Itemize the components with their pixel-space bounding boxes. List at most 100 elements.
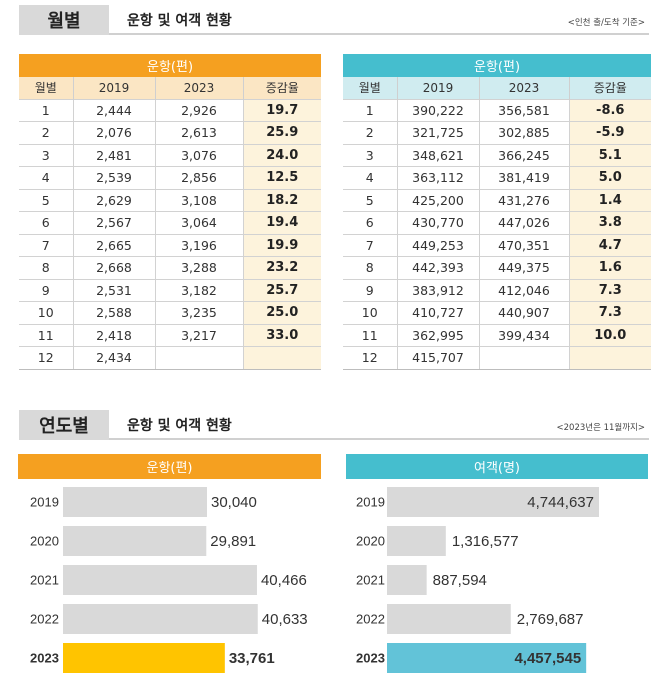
cell-change-rate: 25.0: [242, 301, 322, 324]
value-label: 40,633: [262, 611, 308, 628]
category-label: 2023: [356, 651, 385, 666]
cell-change-rate: 7.3: [568, 301, 652, 324]
cell-2019: 2,481: [72, 143, 155, 167]
table-row: 5 425,200 431,276 1.4: [343, 188, 652, 212]
table-row: 8 2,668 3,288 23.2: [19, 256, 322, 279]
bar: [63, 526, 207, 556]
cell-2019: 2,418: [72, 323, 155, 347]
monthly-section-title: 운항 및 여객 현황: [127, 13, 232, 29]
cell-2019: 415,707: [396, 346, 479, 370]
cell-month: 8: [343, 256, 397, 279]
cell-2019: 390,222: [396, 98, 479, 122]
cell-2019: 2,539: [72, 166, 155, 189]
column-header-change-rate: 증감율: [568, 77, 652, 99]
column-header-change-rate: 증감율: [242, 77, 322, 99]
cell-change-rate: 5.0: [568, 166, 652, 189]
column-header-2023: 2023: [478, 77, 569, 99]
cell-month: 12: [19, 346, 73, 370]
category-label: 2021: [356, 573, 385, 588]
category-label: 2019: [30, 495, 59, 510]
cell-2023: 447,026: [478, 211, 569, 234]
cell-2023: 431,276: [478, 188, 569, 212]
yearly-section-header: 연도별 운항 및 여객 현황 <2023년은 11월까지>: [19, 410, 649, 440]
cell-2019: 2,531: [72, 278, 155, 302]
cell-2019: 348,621: [396, 143, 479, 167]
cell-month: 2: [19, 121, 73, 144]
cell-2023: 3,217: [154, 323, 243, 347]
cell-month: 11: [19, 323, 73, 347]
value-label: 4,744,637: [527, 494, 594, 511]
value-label: 2,769,687: [517, 611, 584, 628]
cell-2023: 399,434: [478, 323, 569, 347]
column-header-2019: 2019: [72, 77, 155, 99]
cell-2023: [478, 346, 569, 370]
cell-2023: [154, 346, 243, 370]
cell-change-rate: 19.7: [242, 98, 322, 122]
table-row: 7 449,253 470,351 4.7: [343, 233, 652, 257]
cell-month: 12: [343, 346, 397, 370]
bar: [63, 565, 257, 595]
cell-month: 9: [19, 278, 73, 302]
cell-change-rate: 25.7: [242, 278, 322, 302]
yearly-section-title: 운항 및 여객 현황: [127, 418, 232, 434]
category-label: 2020: [356, 534, 385, 549]
cell-month: 11: [343, 323, 397, 347]
cell-2019: 442,393: [396, 256, 479, 279]
cell-month: 6: [343, 211, 397, 234]
column-header-2023: 2023: [154, 77, 243, 99]
cell-2023: 470,351: [478, 233, 569, 257]
cell-month: 1: [19, 98, 73, 122]
cell-2019: 362,995: [396, 323, 479, 347]
cell-change-rate: 1.4: [568, 188, 652, 212]
cell-change-rate: 19.4: [242, 211, 322, 234]
cell-2023: 3,182: [154, 278, 243, 302]
cell-2019: 410,727: [396, 301, 479, 324]
monthly-passengers-table: 운항(편) 월별 2019 2023 증감율 1 390,222 356,581 -8…: [343, 54, 652, 370]
value-label: 40,466: [261, 572, 307, 589]
table-row: 5 2,629 3,108 18.2: [19, 188, 322, 212]
table-row: 9 2,531 3,182 25.7: [19, 278, 322, 302]
cell-month: 3: [19, 143, 73, 167]
category-label: 2020: [30, 534, 59, 549]
table-row: 12 2,434: [19, 346, 322, 370]
cell-2023: 2,926: [154, 98, 243, 122]
flights-table-body: 1 2,444 2,926 19.7 2 2,076 2,613 25.9 3 2,481 3,07…: [19, 98, 322, 370]
cell-change-rate: [568, 346, 652, 370]
cell-2023: 3,064: [154, 211, 243, 234]
cell-change-rate: 3.8: [568, 211, 652, 234]
category-label: 2022: [356, 612, 385, 627]
cell-month: 3: [343, 143, 397, 167]
monthly-tab: 월별: [19, 5, 109, 35]
value-label: 33,761: [229, 650, 275, 667]
cell-2019: 2,076: [72, 121, 155, 144]
cell-2019: 2,665: [72, 233, 155, 257]
cell-2023: 3,076: [154, 143, 243, 167]
cell-month: 9: [343, 278, 397, 302]
cell-change-rate: 19.9: [242, 233, 322, 257]
cell-month: 10: [19, 301, 73, 324]
category-label: 2019: [356, 495, 385, 510]
cell-month: 7: [343, 233, 397, 257]
cell-month: 4: [343, 166, 397, 189]
flights-chart-title: 운항(편): [18, 454, 321, 479]
cell-change-rate: 4.7: [568, 233, 652, 257]
flights-bar-chart: 2019 30,040 2020 29,891 2021 40,466 2022 40,633…: [30, 487, 308, 673]
cell-2023: 440,907: [478, 301, 569, 324]
table-row: 6 2,567 3,064 19.4: [19, 211, 322, 234]
cell-month: 10: [343, 301, 397, 324]
table-row: 6 430,770 447,026 3.8: [343, 211, 652, 234]
cell-2023: 381,419: [478, 166, 569, 189]
value-label: 4,457,545: [514, 650, 581, 667]
table-row: 1 2,444 2,926 19.7: [19, 98, 322, 122]
cell-2023: 3,288: [154, 256, 243, 279]
bar: [63, 487, 207, 517]
passengers-table-title: 운항(편): [343, 54, 652, 77]
value-label: 29,891: [210, 533, 256, 550]
cell-month: 1: [343, 98, 397, 122]
yearly-header-divider: [109, 438, 649, 440]
yearly-section-note: <2023년은 11월까지>: [556, 423, 646, 433]
bar: [387, 565, 427, 595]
cell-month: 6: [19, 211, 73, 234]
cell-2023: 356,581: [478, 98, 569, 122]
cell-2019: 2,668: [72, 256, 155, 279]
